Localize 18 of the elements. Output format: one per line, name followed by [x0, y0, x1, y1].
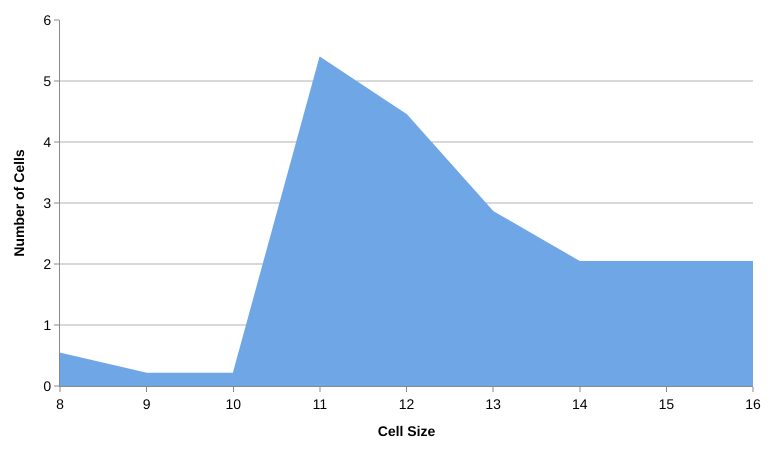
x-tick-label: 10	[225, 396, 242, 412]
y-tick-label: 6	[43, 12, 52, 28]
x-tick-label: 16	[745, 396, 761, 412]
x-tick-label: 12	[398, 396, 414, 412]
y-tick-label: 1	[43, 316, 52, 333]
x-tick-label: 11	[312, 396, 328, 412]
x-tick-label: 8	[56, 396, 64, 412]
x-tick-label: 9	[142, 396, 151, 412]
x-tick-label: 14	[572, 396, 588, 412]
y-tick-label: 5	[43, 72, 52, 89]
x-tick-label: 15	[658, 396, 674, 412]
y-axis-title: Number of Cells	[11, 149, 28, 257]
y-tick-label: 2	[43, 256, 52, 272]
y-tick-label: 0	[43, 378, 52, 394]
x-axis-title: Cell Size	[378, 423, 436, 440]
y-tick-label: 4	[43, 134, 52, 150]
x-tick-label: 13	[485, 396, 502, 412]
y-tick-label: 3	[43, 194, 52, 211]
